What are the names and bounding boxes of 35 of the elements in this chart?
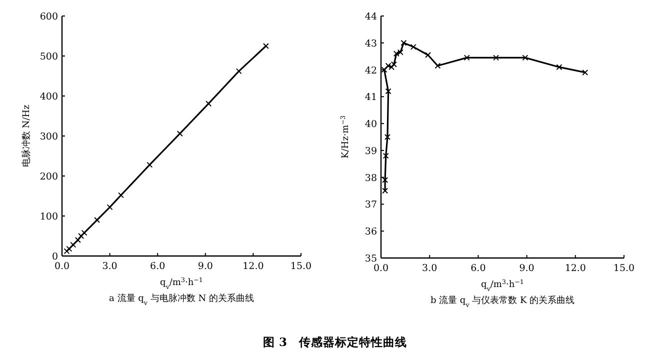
y-tick-label: 400	[40, 92, 58, 102]
y-tick-label: 42	[364, 65, 377, 76]
y-tick-label: 300	[40, 132, 58, 142]
x-tick-label: 6.0	[150, 261, 166, 272]
x-tick-label: 9.0	[519, 263, 534, 274]
x-axis-title: q$_{v}$/m$^{3}$·h$^{−1}$	[481, 278, 524, 292]
y-tick-label: 37	[364, 200, 377, 211]
x-tick-label: 15.0	[613, 263, 635, 274]
x-tick-label: 9.0	[198, 261, 213, 272]
x-tick-label: 3.0	[102, 261, 118, 272]
x-tick-label: 15.0	[290, 261, 312, 272]
y-tick-label: 39	[364, 146, 377, 157]
text: b 流量 q$_{v}$ 与仪表常数 K 的关系曲线	[430, 295, 575, 308]
y-tick-label: 100	[40, 212, 58, 222]
x-tick-label: 0.0	[54, 261, 70, 272]
x-tick-label: 12.0	[564, 263, 586, 274]
y-tick-label: 44	[364, 12, 377, 22]
caption: 图 3 传感器标定特性曲线	[262, 335, 408, 349]
y-tick-label: 0	[52, 252, 58, 262]
y-tick-label: 500	[40, 52, 58, 62]
y-tick-label: 38	[364, 172, 377, 184]
y-tick-label: 35	[364, 254, 377, 264]
y-tick-label: 36	[364, 226, 377, 238]
y-tick-label: 200	[40, 172, 58, 182]
y-tick-label: 600	[40, 12, 58, 22]
x-tick-label: 6.0	[470, 263, 486, 274]
text: a 流量 q$_{v}$ 与电脉冲数 N 的关系曲线	[109, 293, 254, 306]
y-tick-label: 43	[364, 38, 377, 50]
x-tick-label: 3.0	[422, 263, 438, 274]
x-axis-title: q$_{v}$/m$^{3}$·h$^{−1}$	[160, 276, 203, 290]
y-tick-label: 40	[364, 119, 377, 130]
y-axis-title: 电脉冲数 N/Hz	[21, 104, 32, 168]
x-tick-label: 0.0	[373, 263, 389, 274]
y-tick-label: 41	[364, 92, 377, 104]
x-tick-label: 12.0	[242, 261, 264, 272]
